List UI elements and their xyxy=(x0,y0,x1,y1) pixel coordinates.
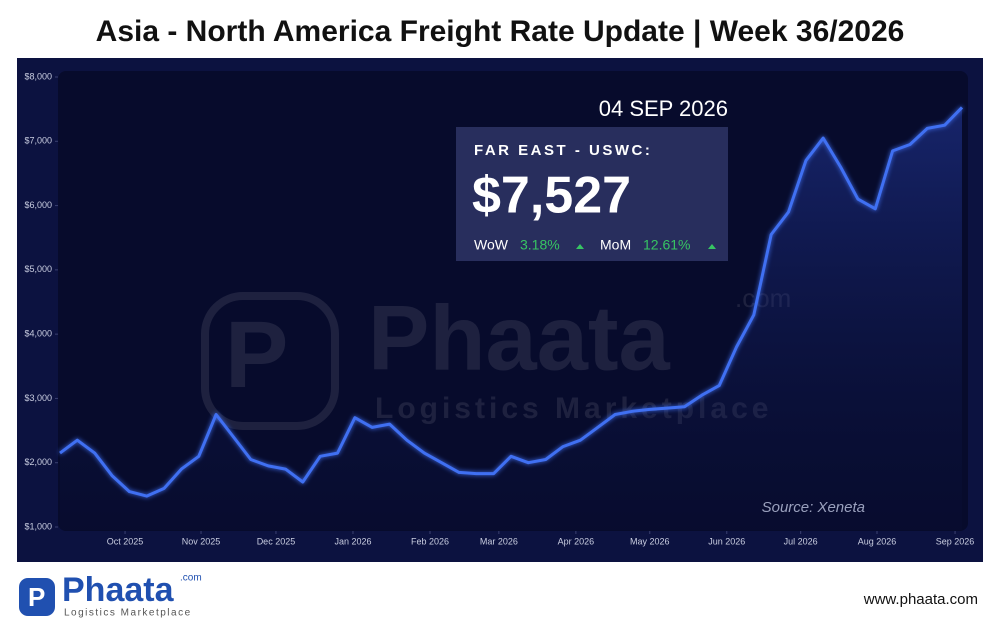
y-tick-label: $1,000 xyxy=(24,521,52,531)
logo-tagline: Logistics Marketplace xyxy=(64,608,192,619)
website: www.phaata.com xyxy=(863,591,978,608)
callout-box xyxy=(456,127,728,261)
y-tick-label: $5,000 xyxy=(24,264,52,274)
y-tick-label: $8,000 xyxy=(24,71,52,81)
x-tick-label: Jul 2026 xyxy=(784,536,818,546)
callout-date: 04 SEP 2026 xyxy=(599,96,728,121)
x-tick-label: Dec 2025 xyxy=(257,536,296,546)
area xyxy=(60,107,962,531)
y-tick-label: $6,000 xyxy=(24,200,52,210)
y-tick-label: $3,000 xyxy=(24,393,52,403)
x-tick-label: Jan 2026 xyxy=(334,536,371,546)
source: Source: Xeneta xyxy=(762,499,865,516)
callout-price: $7,527 xyxy=(472,167,631,225)
logo-domain: .com xyxy=(180,573,202,584)
watermark-name: Phaata xyxy=(368,287,671,389)
callout-route: FAR EAST - USWC: xyxy=(474,142,652,159)
y-tick-label: $4,000 xyxy=(24,329,52,339)
logo-name: Phaata xyxy=(62,571,175,609)
up-arrow xyxy=(576,244,584,249)
watermark-icon-letter: P xyxy=(225,302,288,408)
mom-value: 12.61% xyxy=(643,237,690,253)
x-tick-label: Feb 2026 xyxy=(411,536,449,546)
x-tick-label: Jun 2026 xyxy=(708,536,745,546)
x-tick-label: Sep 2026 xyxy=(936,536,975,546)
x-tick-label: Oct 2025 xyxy=(107,536,144,546)
x-tick-label: Apr 2026 xyxy=(558,536,595,546)
x-tick-label: Nov 2025 xyxy=(182,536,221,546)
wow-value: 3.18% xyxy=(520,237,560,253)
line xyxy=(59,106,964,498)
up-arrow xyxy=(708,244,716,249)
y-tick-label: $7,000 xyxy=(24,136,52,146)
watermark-icon xyxy=(201,292,339,430)
plot: $1,000 $2,000 $3,000 $4,000 $5,000 $6,000 $7,0… xyxy=(24,71,974,546)
x-tick-label: Mar 2026 xyxy=(480,536,518,546)
x-tick-label: Aug 2026 xyxy=(858,536,897,546)
chart-title: Asia - North America Freight Rate Update… xyxy=(96,15,905,48)
footer-logo: P Phaata .com Logistics Marketplace xyxy=(19,571,202,619)
wow-name: WoW xyxy=(474,237,509,253)
y-tick-label: $2,000 xyxy=(24,457,52,467)
mom-name: MoM xyxy=(600,237,631,253)
x-tick-label: May 2026 xyxy=(630,536,670,546)
logo-icon xyxy=(19,578,55,616)
logo-icon-letter: P xyxy=(28,582,45,612)
